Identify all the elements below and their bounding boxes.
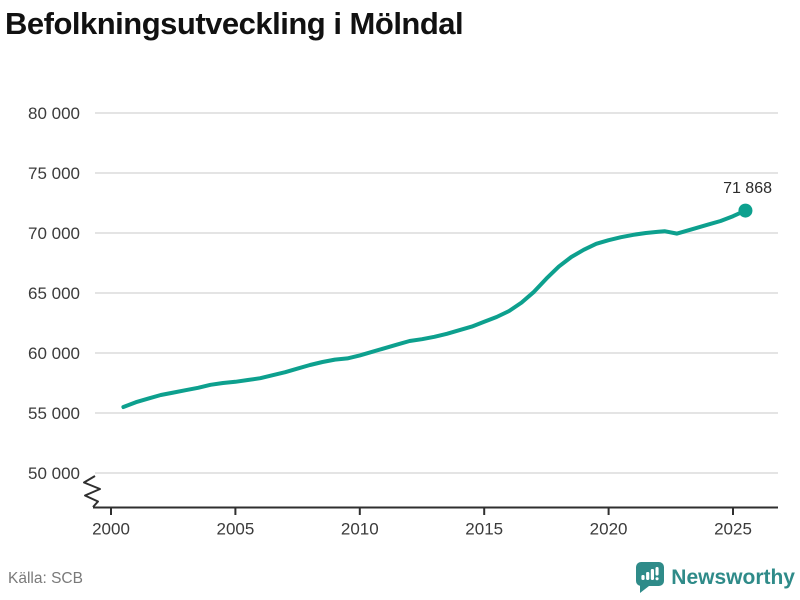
x-axis-label: 2005 xyxy=(216,520,254,539)
logo-exclamation-stem xyxy=(655,567,659,576)
y-axis-label: 55 000 xyxy=(28,404,80,423)
source-label: Källa: SCB xyxy=(8,570,83,587)
newsworthy-logo-icon xyxy=(636,562,665,593)
end-point-marker xyxy=(738,203,753,218)
x-axis-label: 2010 xyxy=(341,520,379,539)
y-axis-label: 65 000 xyxy=(28,284,80,303)
end-value-label: 71 868 xyxy=(723,180,772,197)
logo-exclamation-dot xyxy=(655,577,659,581)
axis-break xyxy=(83,475,101,508)
y-axis-label: 70 000 xyxy=(28,224,80,243)
chart-title: Befolkningsutveckling i Mölndal xyxy=(5,6,464,41)
y-axis-label: 50 000 xyxy=(28,464,80,483)
logo-bubble xyxy=(636,562,665,586)
x-axis-label: 2000 xyxy=(92,520,130,539)
newsworthy-logo: Newsworthy xyxy=(636,562,795,594)
y-axis-label: 80 000 xyxy=(28,104,80,123)
x-axis-label: 2025 xyxy=(714,520,752,539)
logo-bar-2 xyxy=(646,572,650,580)
newsworthy-logo-text: Newsworthy xyxy=(671,566,795,589)
logo-bubble-tail xyxy=(640,583,650,593)
population-line xyxy=(121,208,748,409)
x-axis-label: 2020 xyxy=(590,520,628,539)
y-axis-label: 75 000 xyxy=(28,164,80,183)
x-axis-label: 2015 xyxy=(465,520,503,539)
logo-bar-3 xyxy=(651,569,655,580)
y-axis-label: 60 000 xyxy=(28,344,80,363)
logo-bar-1 xyxy=(641,575,645,580)
